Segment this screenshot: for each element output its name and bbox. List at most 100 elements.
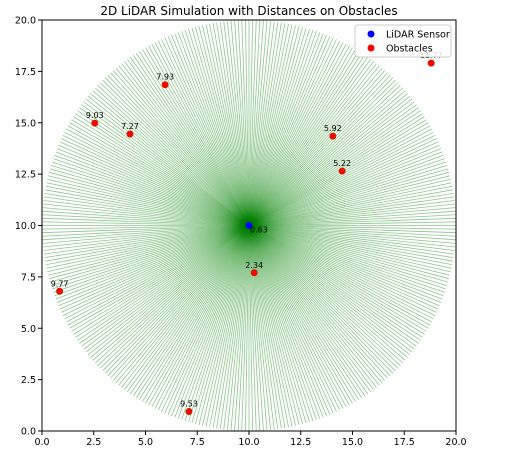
obstacle-distance-label: 5.92 [324,124,342,133]
lidar-ray [248,225,386,381]
lidar-ray [46,182,250,226]
lidar-ray [248,42,344,226]
lidar-ray [83,225,250,350]
chart-title: 2D LiDAR Simulation with Distances on Ob… [100,4,397,18]
lidar-ray [248,63,377,226]
lidar-ray [48,225,250,280]
lidar-ray [67,225,250,326]
lidar-ray [77,225,250,341]
lidar-ray [237,225,250,431]
lidar-ray [248,225,391,377]
lidar-ray [248,225,431,326]
lidar-ray [52,225,250,290]
lidar-ray [248,225,445,293]
lidar-ray [248,36,331,226]
lidar-ray [248,51,360,226]
lidar-ray [248,141,439,226]
lidar-ray [248,192,454,226]
lidar-ray [248,225,399,369]
lidar-ray [248,189,453,226]
legend-marker-obstacles [367,44,375,52]
lidar-ray [248,45,350,226]
lidar-ray [248,90,406,226]
y-tick-label: 0.0 [21,427,36,438]
lidar-ray [226,21,250,226]
lidar-ray [248,113,423,226]
lidar-ray [248,171,450,226]
lidar-ray [157,40,250,226]
lidar-ray [188,28,250,226]
y-tick-label: 2.5 [21,375,36,386]
lidar-ray [248,225,380,386]
lidar-ray [142,49,250,226]
lidar-ray [55,151,250,226]
lidar-ray [248,93,408,226]
lidar-ray [248,225,450,280]
lidar-ray [248,70,386,226]
lidar-ray [248,225,275,430]
lidar-ray [81,225,250,347]
lidar-ray [248,61,374,226]
lidar-ray [56,225,250,303]
lidar-ray [142,225,250,402]
lidar-ray [132,54,250,226]
lidar-ray [248,21,272,226]
legend-label-sensor: LiDAR Sensor [386,30,450,41]
lidar-ray [58,225,250,307]
lidar-ray [124,61,250,226]
lidar-ray [248,40,341,226]
lidar-ray [135,225,250,399]
sensor-distance-label: 0.63 [250,226,268,235]
lidar-ray [248,225,310,423]
lidar-ray [248,32,321,226]
lidar-ray [248,225,363,399]
lidar-ray [212,225,250,428]
lidar-ray [248,56,369,226]
lidar-ray [248,225,396,372]
lidar-ray [87,225,250,356]
sensor-point [245,222,253,229]
obstacle-point [91,119,99,127]
lidar-ray [248,203,455,226]
lidar-ray [52,161,250,226]
lidar-ray [248,225,434,320]
lidar-ray [138,225,250,400]
lidar-ray [112,70,250,226]
lidar-ray [45,189,250,226]
x-tick-label: 17.5 [394,437,415,448]
lidar-ray [202,25,250,226]
lidar-ray [237,20,250,226]
lidar-ray [248,225,377,388]
y-tick-label: 15.0 [15,118,36,129]
lidar-ray [151,43,250,226]
lidar-ray [248,23,289,226]
lidar-ray [79,107,250,226]
lidar-ray [99,82,250,226]
lidar-ray [248,82,399,226]
lidar-ray [132,225,250,397]
lidar-ray [248,225,293,427]
lidar-ray [42,221,250,226]
x-tick-label: 15.0 [342,437,363,448]
lidar-ray [248,158,445,226]
lidar-ray [42,210,250,226]
lidar-ray [248,225,360,400]
lidar-ray [248,225,423,338]
obstacle-point [329,132,337,140]
lidar-ray [248,185,453,226]
lidar-ray [241,225,250,431]
lidar-ray [248,225,303,425]
lidar-ray [53,158,250,226]
x-axis: 0.0 2.5 5.0 7.5 10.0 12.5 15.0 17.5 20.0 [34,431,467,448]
lidar-ray [145,47,250,226]
lidar-ray [234,20,250,226]
lidar-ray [248,39,337,226]
lidar-ray [248,225,282,429]
lidar-ray [248,225,455,251]
lidar-ray [49,225,250,283]
lidar-ray [46,225,250,269]
lidar-ray [164,225,250,414]
obstacle-point [427,59,435,67]
